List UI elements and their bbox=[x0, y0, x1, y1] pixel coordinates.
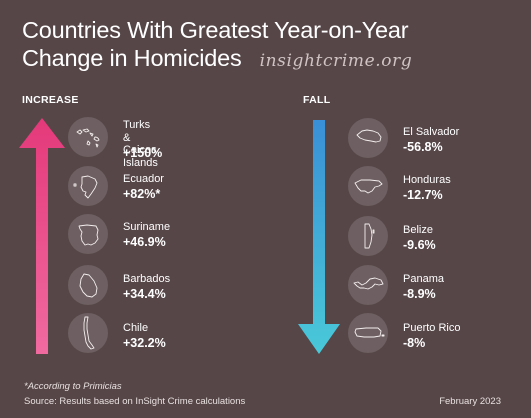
title-line-2: Change in Homicides bbox=[22, 45, 242, 71]
percent-change: -8% bbox=[403, 336, 426, 350]
honduras-map-icon bbox=[348, 166, 388, 206]
fall-arrow-shape bbox=[298, 120, 340, 354]
panama-map-icon bbox=[348, 265, 388, 305]
percent-change: +32.2% bbox=[123, 336, 166, 350]
title-line-2-wrap: Change in Homicides insightcrime.org bbox=[22, 44, 412, 75]
country-name: Honduras bbox=[403, 174, 451, 186]
fall-heading: FALL bbox=[303, 94, 331, 106]
percent-change: +46.9% bbox=[123, 235, 166, 249]
brand-logo-text: insightcrime.org bbox=[259, 51, 413, 71]
increase-arrow-shape bbox=[19, 118, 65, 354]
el-salvador-map-icon bbox=[348, 118, 388, 158]
percent-change: -56.8% bbox=[403, 140, 443, 154]
turks-caicos-map-icon bbox=[68, 117, 108, 157]
country-name: Barbados bbox=[123, 273, 171, 285]
chile-map-icon bbox=[68, 313, 108, 353]
increase-heading: INCREASE bbox=[22, 94, 79, 106]
country-name: Turks & Caicos Islands bbox=[123, 119, 158, 169]
percent-change: +82%* bbox=[123, 187, 161, 201]
country-name: Panama bbox=[403, 273, 444, 285]
title-line-1: Countries With Greatest Year-on-Year bbox=[22, 17, 409, 43]
ecuador-map-icon bbox=[68, 166, 108, 206]
belize-map-icon bbox=[348, 216, 388, 256]
percent-change: -12.7% bbox=[403, 188, 443, 202]
country-name: Chile bbox=[123, 322, 149, 334]
country-name: Suriname bbox=[123, 221, 171, 233]
percent-change: +34.4% bbox=[123, 287, 166, 301]
page-title: Countries With Greatest Year-on-Year Cha… bbox=[22, 16, 412, 75]
country-name: Puerto Rico bbox=[403, 322, 461, 334]
barbados-map-icon bbox=[68, 265, 108, 305]
percent-change: -8.9% bbox=[403, 287, 436, 301]
percent-change: +150% bbox=[123, 146, 163, 160]
country-name: El Salvador bbox=[403, 126, 460, 138]
fall-arrow-icon bbox=[298, 120, 340, 354]
suriname-map-icon bbox=[68, 214, 108, 254]
footnote: *According to Primicias bbox=[24, 381, 122, 392]
source-note: Source: Results based on InSight Crime c… bbox=[24, 396, 246, 407]
country-name: Ecuador bbox=[123, 173, 164, 185]
increase-arrow-icon bbox=[19, 118, 65, 354]
country-name: Belize bbox=[403, 224, 433, 236]
percent-change: -9.6% bbox=[403, 238, 436, 252]
publish-date: February 2023 bbox=[439, 396, 501, 407]
puerto-rico-map-icon bbox=[348, 313, 388, 353]
